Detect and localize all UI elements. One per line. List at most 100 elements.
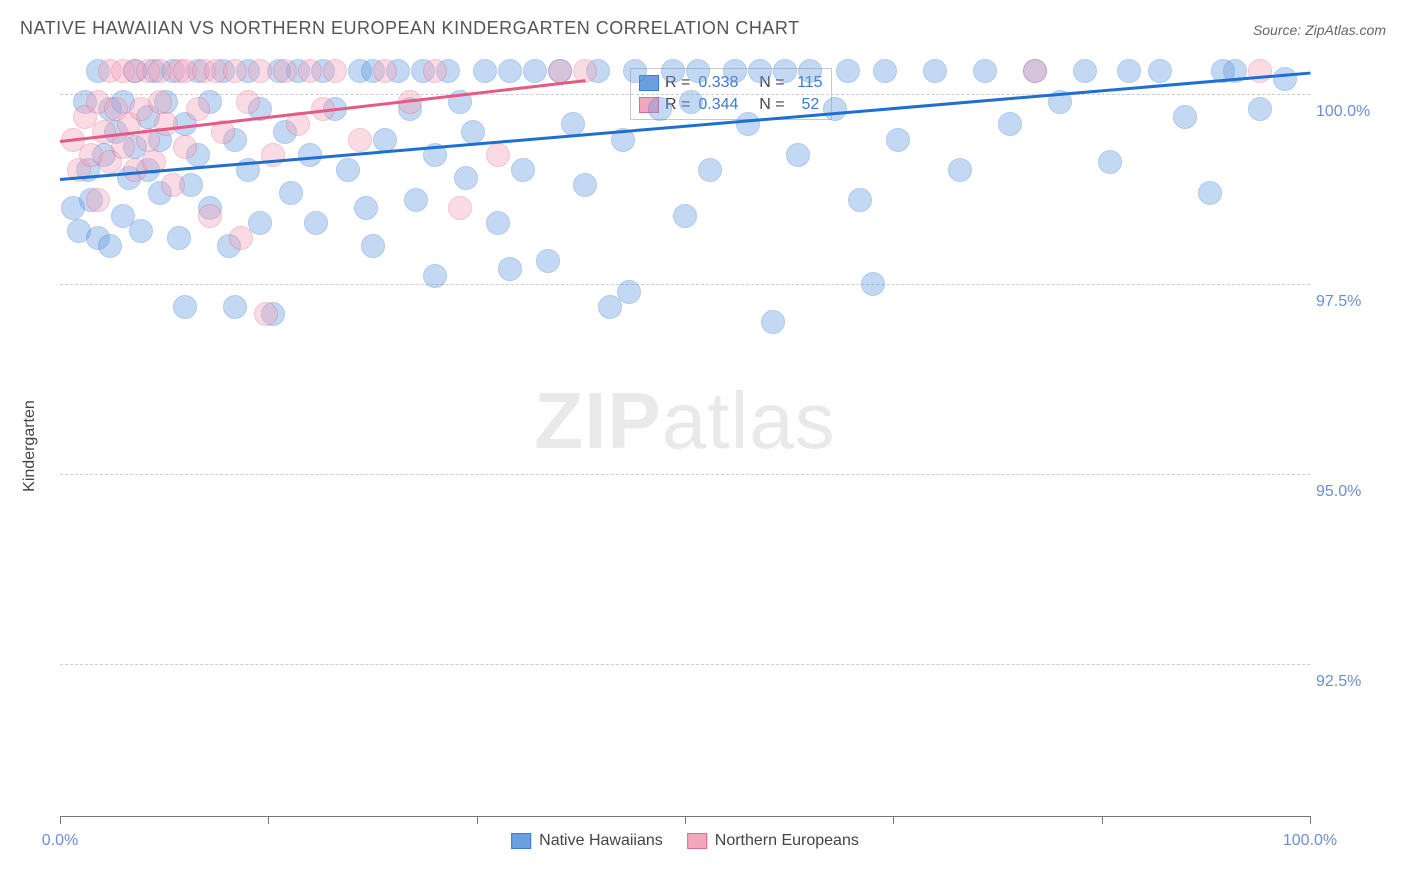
scatter-point-native_hawaiians xyxy=(1117,59,1141,83)
y-tick-label: 95.0% xyxy=(1316,483,1396,501)
scatter-point-northern_europeans xyxy=(548,59,572,83)
scatter-point-northern_europeans xyxy=(154,112,178,136)
scatter-point-native_hawaiians xyxy=(498,257,522,281)
scatter-point-native_hawaiians xyxy=(923,59,947,83)
scatter-point-native_hawaiians xyxy=(661,59,685,83)
x-tick xyxy=(268,816,269,824)
x-tick xyxy=(1102,816,1103,824)
scatter-point-northern_europeans xyxy=(111,135,135,159)
scatter-point-native_hawaiians xyxy=(223,295,247,319)
gridline xyxy=(60,664,1310,665)
scatter-point-native_hawaiians xyxy=(679,90,703,114)
scatter-point-native_hawaiians xyxy=(798,59,822,83)
scatter-point-northern_europeans xyxy=(486,143,510,167)
scatter-point-native_hawaiians xyxy=(998,112,1022,136)
scatter-point-northern_europeans xyxy=(161,173,185,197)
scatter-point-native_hawaiians xyxy=(886,128,910,152)
scatter-point-native_hawaiians xyxy=(698,158,722,182)
scatter-point-native_hawaiians xyxy=(948,158,972,182)
scatter-point-northern_europeans xyxy=(323,59,347,83)
gridline xyxy=(60,284,1310,285)
scatter-point-native_hawaiians xyxy=(361,234,385,258)
scatter-point-native_hawaiians xyxy=(523,59,547,83)
scatter-point-native_hawaiians xyxy=(723,59,747,83)
scatter-point-northern_europeans xyxy=(229,226,253,250)
scatter-point-northern_europeans xyxy=(186,97,210,121)
scatter-point-native_hawaiians xyxy=(1173,105,1197,129)
scatter-point-native_hawaiians xyxy=(373,128,397,152)
scatter-point-northern_europeans xyxy=(1023,59,1047,83)
chart-container: NATIVE HAWAIIAN VS NORTHERN EUROPEAN KIN… xyxy=(0,0,1406,892)
watermark-light: atlas xyxy=(662,376,836,465)
scatter-point-northern_europeans xyxy=(223,59,247,83)
scatter-point-native_hawaiians xyxy=(1248,97,1272,121)
x-tick xyxy=(477,816,478,824)
scatter-point-native_hawaiians xyxy=(823,97,847,121)
scatter-point-northern_europeans xyxy=(86,188,110,212)
legend-label-native_hawaiians: Native Hawaiians xyxy=(539,832,663,850)
scatter-point-northern_europeans xyxy=(423,59,447,83)
scatter-point-native_hawaiians xyxy=(129,219,153,243)
scatter-point-native_hawaiians xyxy=(673,204,697,228)
scatter-point-native_hawaiians xyxy=(1273,67,1297,91)
scatter-point-native_hawaiians xyxy=(1098,150,1122,174)
scatter-point-northern_europeans xyxy=(298,59,322,83)
scatter-point-northern_europeans xyxy=(1248,59,1272,83)
scatter-point-native_hawaiians xyxy=(473,59,497,83)
gridline xyxy=(60,474,1310,475)
scatter-point-native_hawaiians xyxy=(298,143,322,167)
scatter-point-native_hawaiians xyxy=(511,158,535,182)
watermark: ZIPatlas xyxy=(534,375,835,467)
source-attribution: Source: ZipAtlas.com xyxy=(1253,22,1386,38)
scatter-point-native_hawaiians xyxy=(617,280,641,304)
scatter-point-native_hawaiians xyxy=(454,166,478,190)
legend-item-northern_europeans: Northern Europeans xyxy=(687,832,859,850)
scatter-point-native_hawaiians xyxy=(536,249,560,273)
scatter-point-native_hawaiians xyxy=(973,59,997,83)
scatter-point-native_hawaiians xyxy=(336,158,360,182)
scatter-point-native_hawaiians xyxy=(748,59,772,83)
scatter-point-northern_europeans xyxy=(261,143,285,167)
x-tick-label: 100.0% xyxy=(1283,832,1337,850)
scatter-point-northern_europeans xyxy=(248,59,272,83)
scatter-point-native_hawaiians xyxy=(861,272,885,296)
scatter-point-northern_europeans xyxy=(373,59,397,83)
scatter-point-native_hawaiians xyxy=(873,59,897,83)
scatter-point-native_hawaiians xyxy=(498,59,522,83)
y-tick-label: 100.0% xyxy=(1316,103,1396,121)
y-tick-label: 97.5% xyxy=(1316,293,1396,311)
scatter-point-native_hawaiians xyxy=(623,59,647,83)
scatter-point-native_hawaiians xyxy=(773,59,797,83)
scatter-point-northern_europeans xyxy=(254,302,278,326)
scatter-point-native_hawaiians xyxy=(848,188,872,212)
plot-area: ZIPatlas R =0.338 N = 115R =0.344 N = 52… xyxy=(60,56,1310,817)
scatter-point-northern_europeans xyxy=(448,196,472,220)
scatter-point-northern_europeans xyxy=(273,59,297,83)
legend-label-northern_europeans: Northern Europeans xyxy=(715,832,859,850)
scatter-point-native_hawaiians xyxy=(98,234,122,258)
x-tick xyxy=(60,816,61,824)
scatter-point-native_hawaiians xyxy=(836,59,860,83)
scatter-point-northern_europeans xyxy=(148,90,172,114)
scatter-point-native_hawaiians xyxy=(279,181,303,205)
scatter-point-northern_europeans xyxy=(236,90,260,114)
x-tick-label: 0.0% xyxy=(42,832,78,850)
legend-r-value: 0.344 xyxy=(698,94,738,116)
scatter-point-native_hawaiians xyxy=(1198,181,1222,205)
scatter-point-native_hawaiians xyxy=(173,295,197,319)
scatter-point-native_hawaiians xyxy=(167,226,191,250)
y-axis-title: Kindergarten xyxy=(21,400,39,492)
scatter-point-native_hawaiians xyxy=(686,59,710,83)
scatter-point-northern_europeans xyxy=(348,128,372,152)
chart-title: NATIVE HAWAIIAN VS NORTHERN EUROPEAN KIN… xyxy=(20,18,800,39)
legend-n-label: N = xyxy=(759,94,784,116)
scatter-point-native_hawaiians xyxy=(1148,59,1172,83)
scatter-point-native_hawaiians xyxy=(761,310,785,334)
legend-item-native_hawaiians: Native Hawaiians xyxy=(511,832,663,850)
watermark-bold: ZIP xyxy=(534,376,661,465)
legend-swatch-northern_europeans xyxy=(687,833,707,849)
scatter-point-northern_europeans xyxy=(198,204,222,228)
legend-swatch-native_hawaiians xyxy=(511,833,531,849)
scatter-point-native_hawaiians xyxy=(648,97,672,121)
scatter-point-native_hawaiians xyxy=(573,173,597,197)
